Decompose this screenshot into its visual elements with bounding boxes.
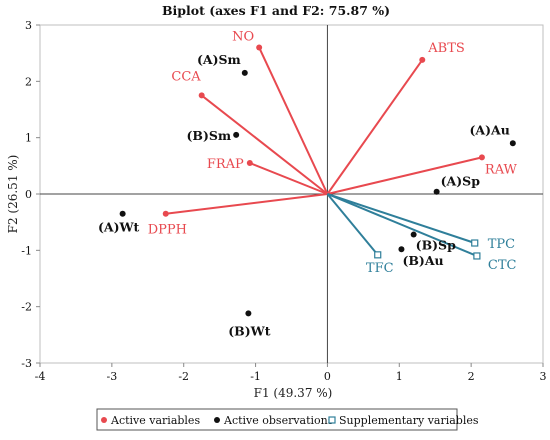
vectors-layer <box>165 47 483 257</box>
marker-frap <box>246 160 253 167</box>
vector-abts <box>326 59 424 195</box>
legend-label-active-variables: Active variables <box>110 414 200 427</box>
marker-dpph <box>162 210 169 217</box>
x-tick-label: -3 <box>106 370 117 383</box>
x-tick-label: 1 <box>396 370 403 383</box>
y-tick-label: -2 <box>21 301 32 314</box>
y-axis-title: F2 (26.51 %) <box>6 155 20 234</box>
point-a-wt <box>119 210 126 217</box>
legend-box <box>96 408 458 431</box>
x-tick-label: -4 <box>35 370 46 383</box>
label-tpc: TPC <box>488 237 515 252</box>
legend-label-supplementary-variables: Supplementary variables <box>339 414 479 427</box>
point-a-sm <box>241 69 248 76</box>
label-tfc: TFC <box>366 261 394 276</box>
point-b-wt <box>245 310 252 317</box>
marker-tfc <box>374 251 382 259</box>
label-b-wt: (B)Wt <box>228 323 270 338</box>
x-tick-label: -1 <box>250 370 261 383</box>
vector-tpc <box>327 193 476 244</box>
vector-ctc <box>327 193 478 257</box>
vector-cca <box>201 94 329 195</box>
x-tick-label: 0 <box>324 370 331 383</box>
label-b-sp: (B)Sp <box>416 238 456 253</box>
legend: Active variables Active observations Suppl… <box>96 408 479 431</box>
chart-title: Biplot (axes F1 and F2: 75.87 %) <box>162 3 390 18</box>
legend-marker-active-variables <box>101 417 107 423</box>
label-ctc: CTC <box>488 258 517 273</box>
label-dpph: DPPH <box>148 223 187 238</box>
y-tick-label: -1 <box>21 244 32 257</box>
marker-ctc <box>473 252 481 260</box>
x-tick-label: -2 <box>178 370 189 383</box>
vector-tfc <box>326 193 379 256</box>
vector-frap <box>249 162 328 195</box>
point-b-sm <box>233 131 240 138</box>
x-tick-label: 2 <box>468 370 475 383</box>
label-abts: ABTS <box>427 41 465 56</box>
point-b-sp <box>410 231 417 238</box>
points-layer <box>119 44 516 317</box>
label-b-au: (B)Au <box>402 253 443 268</box>
label-no: NO <box>232 30 254 45</box>
x-tick-label: 3 <box>540 370 547 383</box>
label-a-sp: (A)Sp <box>441 174 481 189</box>
y-tick-label: -3 <box>21 357 32 370</box>
y-tick-label: 0 <box>25 188 32 201</box>
y-tick-label: 2 <box>25 75 32 88</box>
marker-tpc <box>471 239 479 247</box>
legend-label-active-observations: Active observations <box>223 414 334 427</box>
legend-marker-active-observations <box>214 417 220 423</box>
label-a-wt: (A)Wt <box>98 220 140 235</box>
label-cca: CCA <box>171 69 201 84</box>
y-tick-label: 1 <box>25 132 32 145</box>
marker-no <box>256 44 263 51</box>
x-axis-title: F1 (49.37 %) <box>254 386 333 400</box>
label-b-sm: (B)Sm <box>187 128 232 143</box>
labels-layer: NO ABTS CCA FRAP RAW DPPH (A)Sm (B)Sm (A)Au (A)Sp… <box>98 30 518 339</box>
vector-raw <box>327 156 483 195</box>
y-tick-label: 3 <box>25 19 32 32</box>
axes-layer <box>40 25 543 363</box>
point-a-au <box>509 140 516 147</box>
marker-abts <box>419 56 426 63</box>
marker-raw <box>478 154 485 161</box>
vector-dpph <box>165 193 328 215</box>
label-a-au: (A)Au <box>469 122 509 137</box>
label-raw: RAW <box>485 162 518 177</box>
marker-cca <box>198 92 205 99</box>
legend-marker-supplementary <box>328 416 336 424</box>
vector-no <box>258 47 329 195</box>
label-frap: FRAP <box>207 157 244 172</box>
point-b-au <box>398 246 405 253</box>
label-a-sm: (A)Sm <box>197 52 241 67</box>
point-a-sp <box>433 188 440 195</box>
